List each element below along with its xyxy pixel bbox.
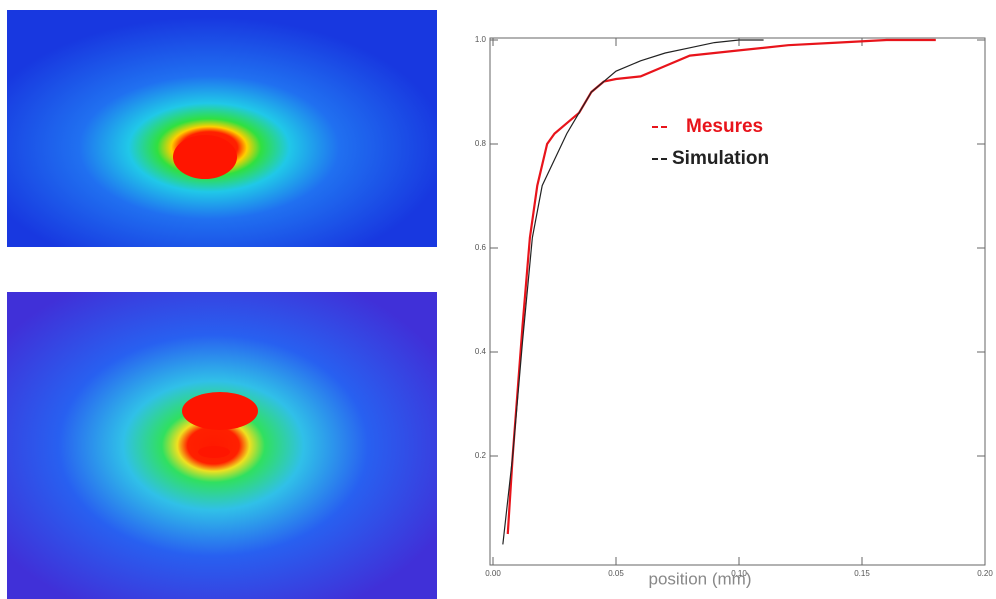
x-tick-label: 0.00	[485, 569, 501, 578]
hotspot	[198, 446, 230, 458]
x-tick-label: 0.10	[731, 569, 747, 578]
y-tick-label: 1.0	[475, 35, 487, 44]
plot-frame	[489, 37, 986, 566]
y-tick-label: 0.2	[475, 451, 487, 460]
x-axis-label: position (mm)	[649, 569, 752, 588]
image-bottom	[7, 292, 437, 599]
series-line	[502, 39, 764, 545]
y-tick-label: 0.8	[475, 139, 487, 148]
legend-label: Mesures	[686, 116, 763, 137]
hotspot	[182, 392, 258, 430]
image-top	[7, 10, 437, 247]
y-tick-label: 0.4	[475, 347, 487, 356]
legend-label: Simulation	[672, 148, 769, 169]
x-tick-label: 0.15	[854, 569, 870, 578]
hotspot	[173, 135, 237, 179]
series-line	[506, 38, 936, 535]
x-tick-label: 0.20	[977, 569, 993, 578]
y-tick-label: 0.6	[475, 243, 487, 252]
x-tick-label: 0.05	[608, 569, 624, 578]
